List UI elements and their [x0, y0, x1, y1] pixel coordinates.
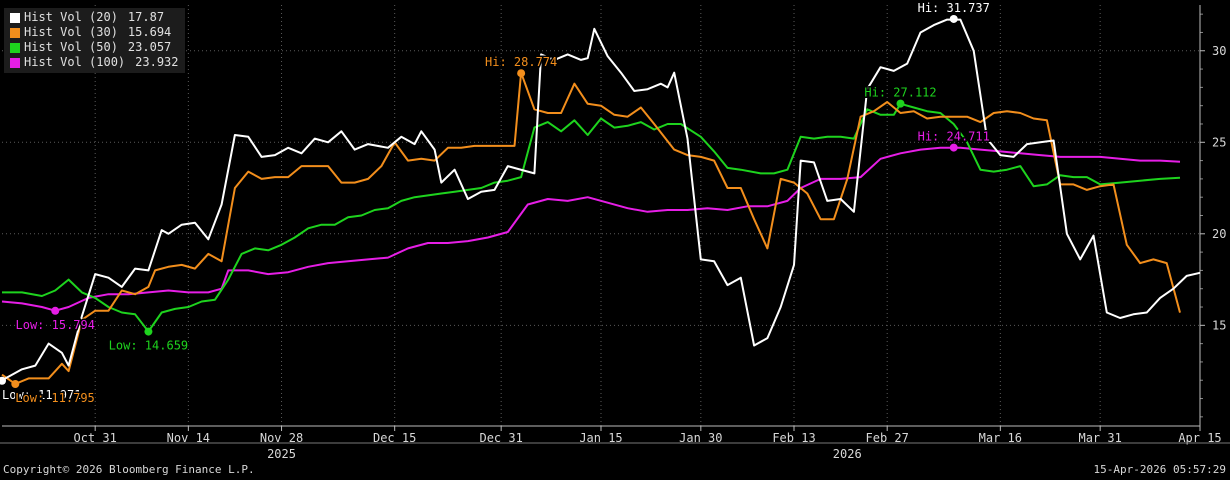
- legend-item-hv100: Hist Vol (100) 23.932: [10, 55, 179, 70]
- annotation-marker: [0, 376, 6, 385]
- legend-value: 23.932: [135, 55, 179, 69]
- annotation-label: Hi: 28.774: [485, 55, 557, 69]
- annotation-label: Low: 14.659: [109, 339, 188, 353]
- annotation-marker: [51, 306, 60, 315]
- annotations: Hi: 31.737 Hi: 28.774 Hi: 27.112 Hi: 24.711…: [0, 0, 991, 406]
- legend-value: 23.057: [127, 40, 172, 54]
- legend-item-hv50: Hist Vol (50) 23.057: [10, 40, 179, 55]
- legend-value: 15.694: [127, 25, 172, 39]
- legend-swatch: [10, 27, 20, 38]
- x-tick-label: Feb 27: [866, 431, 909, 445]
- y-tick-label: 15: [1212, 318, 1226, 332]
- x-tick-label: Oct 31: [73, 431, 116, 445]
- x-tick-label: Jan 30: [679, 431, 722, 445]
- annotation-label: Hi: 31.737: [918, 1, 990, 15]
- year-label: 2026: [833, 447, 862, 461]
- series-line: [1, 18, 1201, 382]
- legend-label: Hist Vol (30): [24, 25, 118, 39]
- series-line: [1, 146, 1181, 312]
- legend-item-hv20: Hist Vol (20) 17.87: [10, 10, 179, 25]
- legend-swatch: [10, 12, 20, 23]
- legend-swatch: [10, 57, 20, 68]
- x-tick-label: Dec 31: [479, 431, 522, 445]
- x-tick-label: Feb 13: [772, 431, 815, 445]
- y-tick-label: 25: [1212, 135, 1226, 149]
- legend-label: Hist Vol (100): [24, 55, 126, 69]
- series-line: [2, 102, 1181, 333]
- annotation-marker: [11, 379, 20, 388]
- annotation-label: Low: 15.794: [16, 318, 95, 332]
- y-tick-label: 30: [1212, 44, 1226, 58]
- annotation-marker: [949, 14, 958, 23]
- legend: Hist Vol (20) 17.87 Hist Vol (30) 15.694…: [4, 8, 185, 73]
- legend-swatch: [10, 42, 20, 53]
- annotation-marker: [144, 327, 153, 336]
- annotation-marker: [517, 69, 526, 78]
- legend-label: Hist Vol (20): [24, 10, 118, 24]
- legend-item-hv30: Hist Vol (30) 15.694: [10, 25, 179, 40]
- year-label: 2025: [267, 447, 296, 461]
- annotation-marker: [896, 99, 905, 108]
- x-tick-label: Apr 15: [1178, 431, 1221, 445]
- annotation-marker: [949, 143, 958, 152]
- x-tick-label: Mar 31: [1078, 431, 1121, 445]
- annotation-label: Low: 11.971: [2, 388, 81, 402]
- x-tick-label: Dec 15: [373, 431, 416, 445]
- series-lines: [1, 18, 1201, 385]
- legend-value: 17.87: [127, 10, 165, 24]
- x-tick-label: Mar 16: [979, 431, 1022, 445]
- y-tick-label: 20: [1212, 227, 1226, 241]
- timestamp-text: 15-Apr-2026 05:57:29: [1093, 463, 1226, 476]
- annotation-label: Hi: 27.112: [864, 86, 936, 100]
- x-tick-label: Nov 14: [167, 431, 210, 445]
- copyright-text: Copyright© 2026 Bloomberg Finance L.P.: [3, 463, 255, 476]
- series-line: [1, 71, 1181, 385]
- legend-label: Hist Vol (50): [24, 40, 118, 54]
- x-tick-label: Nov 28: [260, 431, 303, 445]
- x-tick-label: Jan 15: [579, 431, 622, 445]
- annotation-label: Low: 11.795: [15, 391, 94, 405]
- annotation-label: Hi: 24.711: [918, 130, 990, 144]
